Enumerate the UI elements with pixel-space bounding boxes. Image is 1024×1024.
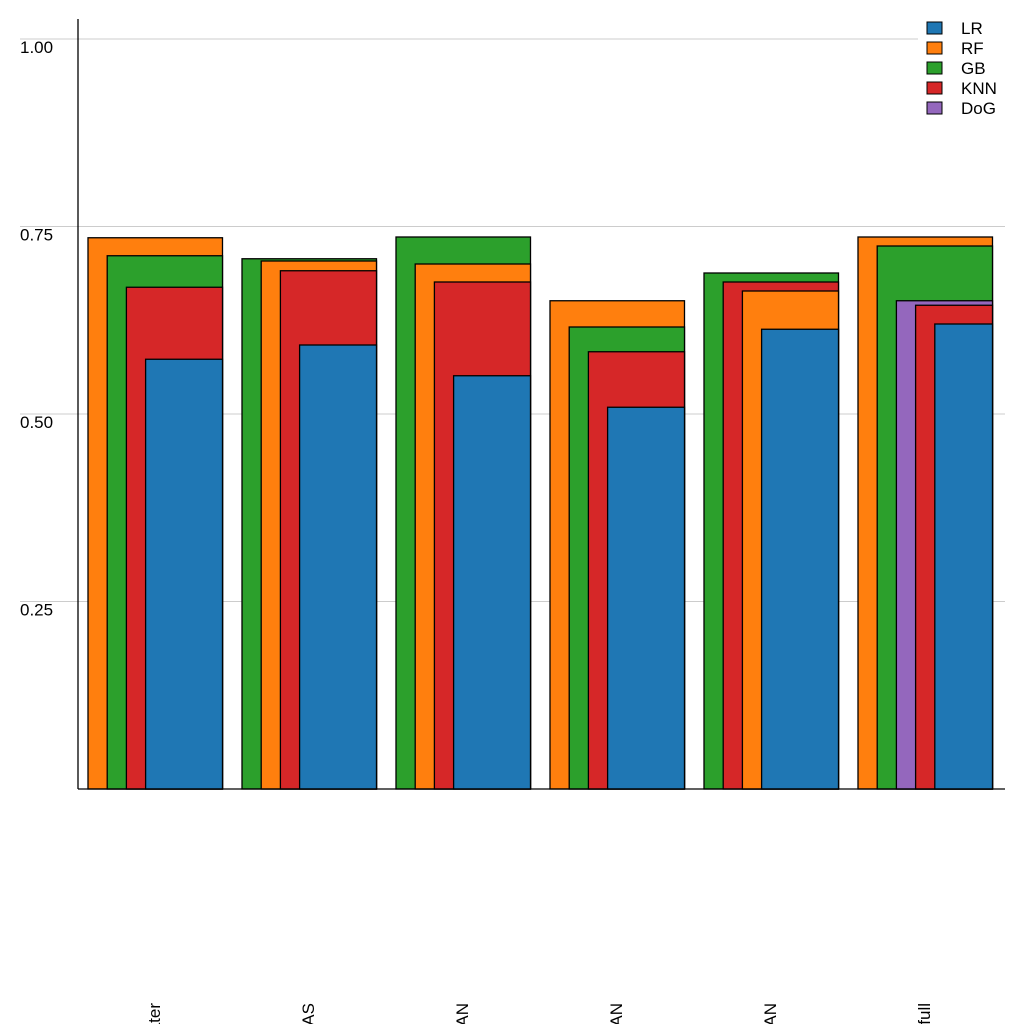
x-tick-label: CTAB-GAN	[761, 1003, 780, 1024]
legend-label: LR	[961, 19, 983, 38]
y-tick-label: 1.00	[20, 38, 53, 57]
bar-group	[241, 258, 378, 790]
legend-label: DoG	[961, 99, 996, 118]
legend-swatch	[926, 61, 943, 75]
x-tick-label: ProWRAS	[299, 1003, 318, 1024]
x-tick-label: convGAN-majority-full	[915, 1003, 934, 1024]
legend-item: DoG	[926, 99, 996, 118]
legend-label: KNN	[961, 79, 997, 98]
bar-group	[87, 237, 224, 790]
x-tick-label: ctGAN	[607, 1003, 626, 1024]
y-tick-label: 0.50	[20, 413, 53, 432]
x-tick-labels: Repeater ProWRAS GAN ctGAN CTAB-GAN convGAN-m…	[145, 1003, 934, 1024]
bar-lr	[760, 328, 840, 790]
bars	[87, 236, 994, 790]
bar-group	[703, 272, 840, 790]
bar-lr	[298, 344, 378, 790]
bar-group	[857, 236, 994, 790]
y-tick-label: 0.25	[20, 601, 53, 620]
y-tick-label: 0.75	[20, 226, 53, 245]
legend-swatch	[926, 81, 943, 95]
legend-label: RF	[961, 39, 984, 58]
x-tick-label: GAN	[453, 1003, 472, 1024]
legend-swatch	[926, 41, 943, 55]
legend-swatch	[926, 21, 943, 35]
bar-lr	[934, 323, 994, 790]
bar-lr	[452, 375, 532, 790]
y-tick-labels: 0.25 0.50 0.75 1.00	[20, 38, 53, 620]
legend-item: GB	[926, 59, 986, 78]
legend-item: RF	[926, 39, 984, 58]
legend-item: LR	[926, 19, 983, 38]
bar-group	[549, 300, 686, 790]
axes	[77, 19, 1005, 790]
bar-lr	[144, 358, 224, 790]
legend-item: KNN	[926, 79, 997, 98]
x-tick-label: Repeater	[145, 1003, 164, 1024]
legend-label: GB	[961, 59, 986, 78]
legend-swatch	[926, 101, 943, 115]
bar-lr	[606, 406, 686, 790]
bar-group	[395, 236, 532, 790]
